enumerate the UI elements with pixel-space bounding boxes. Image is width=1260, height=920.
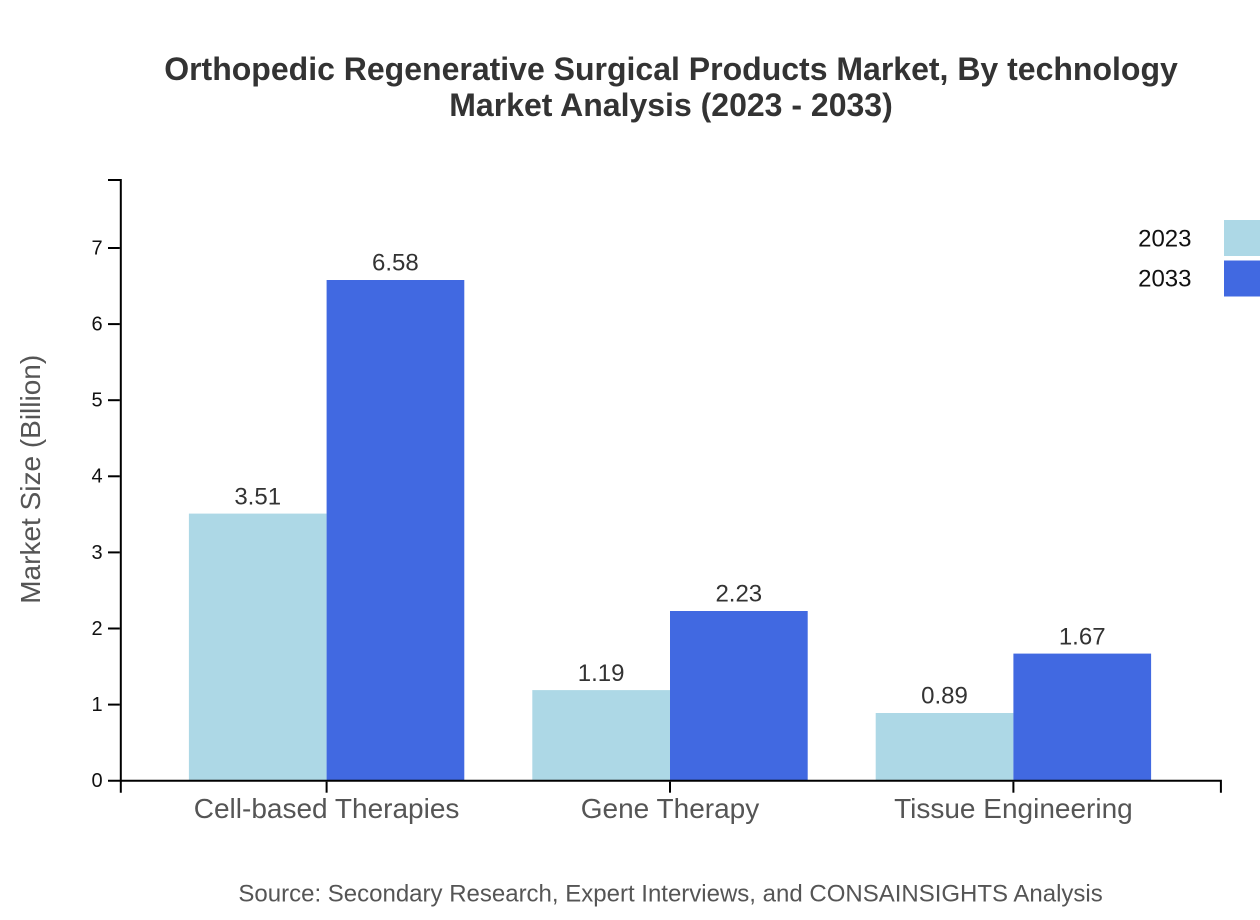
svg-text:Cell-based Therapies: Cell-based Therapies (194, 793, 460, 824)
svg-text:0.89: 0.89 (921, 683, 968, 710)
svg-text:2: 2 (91, 618, 102, 640)
svg-text:7: 7 (91, 237, 102, 259)
svg-text:Gene Therapy: Gene Therapy (581, 793, 760, 824)
svg-text:3: 3 (91, 542, 102, 564)
svg-text:2033: 2033 (1138, 265, 1191, 292)
svg-text:6.58: 6.58 (372, 250, 419, 277)
svg-text:1.67: 1.67 (1059, 623, 1106, 650)
svg-text:0: 0 (91, 770, 102, 792)
svg-text:5: 5 (91, 390, 102, 412)
svg-text:Market Analysis (2023 - 2033): Market Analysis (2023 - 2033) (449, 87, 893, 123)
svg-text:Source: Secondary Research, Ex: Source: Secondary Research, Expert Inter… (238, 881, 1102, 908)
svg-text:1.19: 1.19 (578, 660, 625, 687)
svg-text:Market Size (Billion): Market Size (Billion) (15, 355, 46, 604)
svg-text:2.23: 2.23 (715, 581, 762, 608)
svg-text:Tissue Engineering: Tissue Engineering (894, 793, 1133, 824)
svg-text:6: 6 (91, 314, 102, 336)
svg-text:1: 1 (91, 694, 102, 716)
svg-text:4: 4 (91, 466, 102, 488)
svg-text:3.51: 3.51 (234, 483, 281, 510)
svg-text:2023: 2023 (1138, 225, 1191, 252)
svg-text:Orthopedic Regenerative Surgic: Orthopedic Regenerative Surgical Product… (164, 51, 1178, 87)
